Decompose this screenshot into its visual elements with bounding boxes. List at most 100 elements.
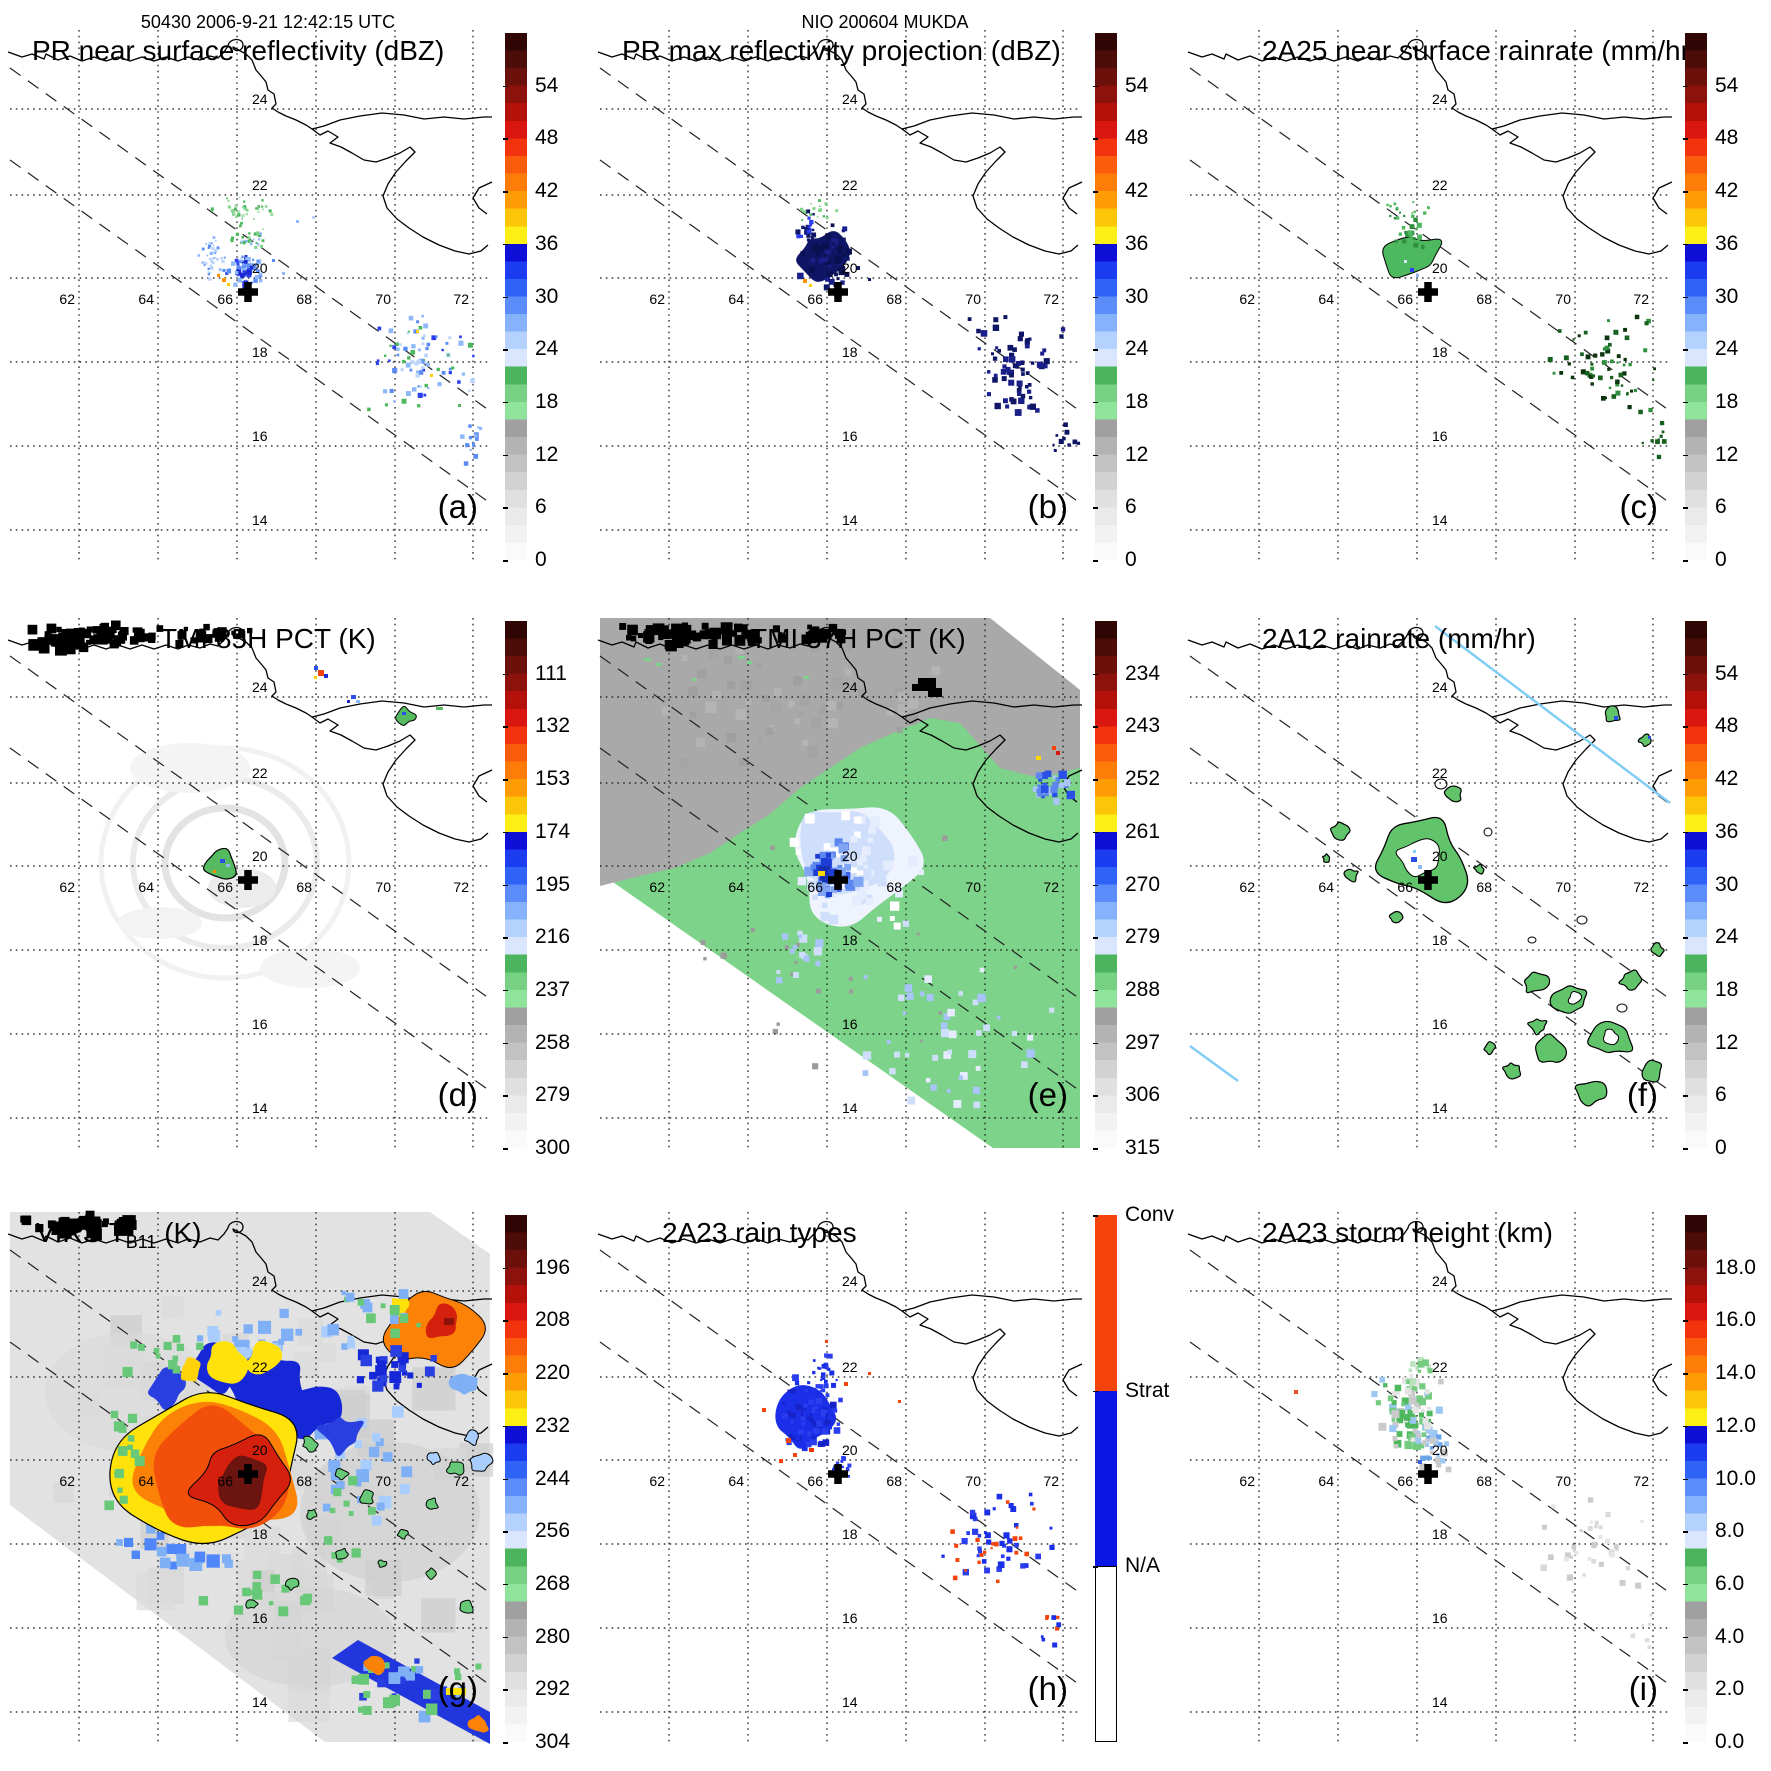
lat-tick-label: 14 — [1432, 1694, 1448, 1710]
colorbar-tick-label: 252 — [1092, 767, 1161, 791]
map-f: 62 64 66 68 70 72 24 22 20 18 16 14 2A12 rainrate (… — [1187, 618, 1673, 1148]
lon-tick-label: 66 — [217, 1473, 233, 1489]
colorbar-tick-label: 54 — [502, 73, 559, 97]
lon-tick-label: 62 — [649, 291, 665, 307]
lat-tick-label: 20 — [252, 848, 268, 864]
lat-tick-label: 20 — [1432, 1442, 1448, 1458]
lat-tick-label: 16 — [1432, 428, 1448, 444]
colorbar-tick-label: 18 — [502, 389, 559, 413]
lon-tick-label: 62 — [649, 1473, 665, 1489]
colorbar-tick-label: 48 — [1682, 714, 1739, 738]
lon-tick-label: 72 — [1633, 879, 1649, 895]
panel-letter: (h) — [1028, 1670, 1068, 1707]
lon-tick-label: 70 — [375, 879, 391, 895]
colorbar-tick-label: 0.0 — [1682, 1730, 1745, 1753]
panel-letter: (a) — [438, 488, 478, 525]
lat-tick-label: 16 — [842, 1016, 858, 1032]
lat-tick-label: 22 — [1432, 177, 1448, 193]
map-c: 62 64 66 68 70 72 24 22 20 18 16 14 2A25 near surfa… — [1187, 30, 1699, 560]
lat-tick-label: 16 — [1432, 1016, 1448, 1032]
colorbar-tick-label: 244 — [502, 1466, 571, 1490]
storm-center-cross — [238, 870, 258, 890]
lon-tick-label: 72 — [1633, 1473, 1649, 1489]
swath-edge-line — [1189, 1341, 1671, 1686]
lon-tick-label: 72 — [1043, 291, 1059, 307]
lat-tick-label: 24 — [1432, 91, 1448, 107]
lon-tick-label: 66 — [807, 879, 823, 895]
lat-tick-label: 14 — [842, 512, 858, 528]
colorbar-tick-label: 42 — [1682, 179, 1739, 203]
lon-tick-label: 66 — [1397, 1473, 1413, 1489]
panel-title: PR near surface reflectivity (dBZ) — [32, 35, 444, 66]
panel-title: 2A23 rain types — [662, 1217, 857, 1248]
lat-tick-label: 20 — [842, 848, 858, 864]
lat-tick-label: 18 — [1432, 932, 1448, 948]
lon-tick-label: 62 — [1239, 1473, 1255, 1489]
colorbar-tick-label: 18 — [1682, 977, 1739, 1001]
panel-letter: (g) — [438, 1670, 478, 1707]
map-overlay-layer — [1418, 870, 1438, 890]
colorbar-tick-label: 24 — [1682, 925, 1739, 949]
colorbar-tick-label: 268 — [502, 1571, 571, 1595]
map-content-layer: 62 64 66 68 70 72 24 22 20 18 16 14 — [7, 30, 493, 560]
map-content-layer: 62 64 66 68 70 72 24 22 20 18 16 14 — [1187, 618, 1673, 1148]
map-content-layer: 62 64 66 68 70 72 24 22 20 18 16 14 — [1187, 30, 1673, 560]
lon-tick-label: 66 — [217, 291, 233, 307]
colorbar-tick-label: 234 — [1092, 661, 1161, 685]
colorbar-raintype: Conv Strat N/A — [1092, 1203, 1174, 1742]
colorbar-tick-label: 220 — [502, 1361, 571, 1385]
panel-i: 62 64 66 68 70 72 24 22 20 18 16 14 2A23 storm heig… — [1187, 1212, 1771, 1757]
colorbar-tick-label: 16.0 — [1683, 1308, 1756, 1332]
swath-edge-line — [1189, 747, 1671, 1092]
lon-tick-label: 68 — [1476, 1473, 1492, 1489]
colorbar-tick-label: 153 — [502, 767, 571, 791]
lat-tick-label: 20 — [842, 1442, 858, 1458]
panel-g: 62 64 66 68 70 72 24 22 20 18 16 14 VIRS TB11 (K) (… — [7, 1210, 600, 1757]
colorbar-pct37: 234 243 252 261 270 279 288 297 306 315 — [1092, 621, 1160, 1159]
lon-tick-label: 64 — [728, 1473, 744, 1489]
colorbar-pct85: 111 132 153 174 195 216 237 258 279 300 — [502, 621, 570, 1159]
colorbar-tick-label: 258 — [502, 1030, 571, 1054]
storm-center-cross — [828, 282, 848, 302]
colorbar-tick-label: 18 — [1092, 389, 1149, 413]
lon-tick-label: 66 — [1397, 879, 1413, 895]
coastline — [7, 626, 493, 843]
colorbar-tick-label: 30 — [1682, 284, 1739, 308]
lat-tick-label: 16 — [842, 428, 858, 444]
lat-tick-label: 24 — [1432, 1273, 1448, 1289]
map-overlay-layer — [828, 1464, 848, 1484]
colorbar-tick-label: 237 — [502, 977, 571, 1001]
lon-tick-label: 68 — [296, 879, 312, 895]
panel-c: 62 64 66 68 70 72 24 22 20 18 16 14 2A25 near surfa… — [1187, 30, 1771, 575]
panel-letter: (f) — [1627, 1076, 1658, 1113]
lat-tick-label: 18 — [842, 932, 858, 948]
colorbar-tick-label: 196 — [502, 1255, 571, 1279]
colorbar-height: 18.0 16.0 14.0 12.0 10.0 8.0 6.0 4.0 2.0 0.0 — [1682, 1215, 1756, 1753]
swath-edge-line — [599, 159, 1081, 504]
colorbar-dbz: 54 48 42 36 30 24 18 12 6 0 — [1682, 621, 1738, 1159]
lon-tick-label: 66 — [1397, 291, 1413, 307]
colorbar-tick-label: 36 — [1682, 231, 1739, 255]
map-overlay-layer — [238, 282, 258, 302]
colorbar-tick-label: 300 — [502, 1136, 571, 1159]
swath-edge-line — [599, 1249, 1081, 1594]
colorbar-tick-label: 36 — [1682, 819, 1739, 843]
colorbar-tick-label: 30 — [502, 284, 559, 308]
colorbar-tick-label: 54 — [1092, 73, 1149, 97]
lon-tick-label: 68 — [886, 879, 902, 895]
lat-tick-label: 22 — [842, 1359, 858, 1375]
swath-edge-line — [1189, 159, 1671, 504]
lat-tick-label: 16 — [1432, 1610, 1448, 1626]
map-content-layer: 62 64 66 68 70 72 24 22 20 18 16 14 — [7, 618, 493, 1148]
storm-center-cross — [1418, 870, 1438, 890]
map-i: 62 64 66 68 70 72 24 22 20 18 16 14 2A23 storm heig… — [1187, 1212, 1673, 1742]
colorbar-tick-label: 315 — [1092, 1136, 1161, 1159]
lon-tick-label: 70 — [375, 291, 391, 307]
lon-tick-label: 68 — [1476, 879, 1492, 895]
lon-tick-label: 68 — [1476, 291, 1492, 307]
lat-tick-label: 18 — [842, 1526, 858, 1542]
colorbar-tick-label: 30 — [1682, 872, 1739, 896]
storm-name-header: NIO 200604 MUKDA — [801, 12, 969, 32]
lon-tick-label: 62 — [59, 879, 75, 895]
